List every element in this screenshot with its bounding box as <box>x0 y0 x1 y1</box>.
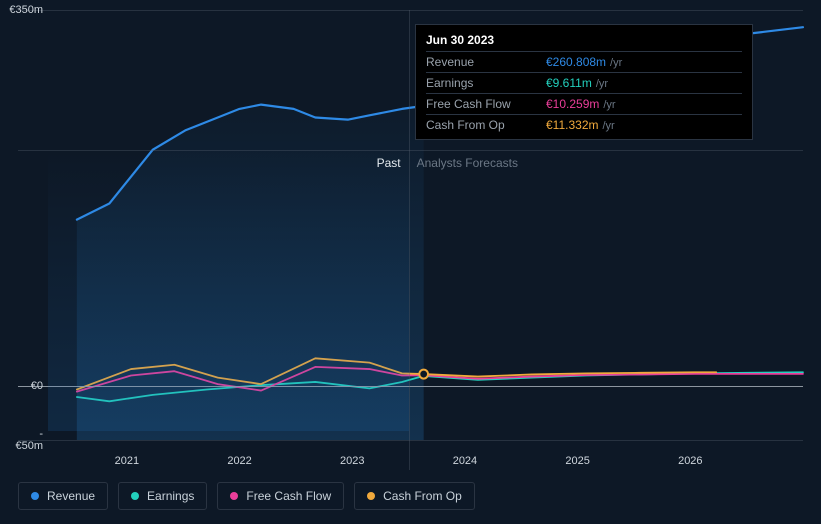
tooltip-value: €260.808m <box>546 55 606 69</box>
x-axis-label: 2025 <box>565 455 589 467</box>
tooltip-row: Earnings€9.611m/yr <box>426 72 742 93</box>
legend: Revenue Earnings Free Cash Flow Cash From O… <box>18 482 475 510</box>
legend-dot-icon <box>367 492 375 500</box>
tooltip-row: Free Cash Flow€10.259m/yr <box>426 93 742 114</box>
tooltip-key: Free Cash Flow <box>426 97 546 111</box>
x-axis-label: 2024 <box>453 455 477 467</box>
tooltip-row: Revenue€260.808m/yr <box>426 51 742 72</box>
forecast-label: Analysts Forecasts <box>417 156 518 170</box>
legend-item-revenue[interactable]: Revenue <box>18 482 108 510</box>
x-axis-label: 2022 <box>227 455 251 467</box>
y-axis-label: €350m <box>9 4 43 16</box>
legend-label: Cash From Op <box>383 489 462 503</box>
legend-label: Earnings <box>147 489 194 503</box>
legend-dot-icon <box>230 492 238 500</box>
zero-gridline <box>18 386 803 387</box>
legend-label: Revenue <box>47 489 95 503</box>
tooltip-unit: /yr <box>602 120 614 132</box>
legend-item-cash-from-op[interactable]: Cash From Op <box>354 482 475 510</box>
financial-forecast-chart: Jun 30 2023 Revenue€260.808m/yrEarnings€… <box>18 10 803 470</box>
marker-cfo <box>419 370 428 379</box>
legend-label: Free Cash Flow <box>246 489 331 503</box>
legend-item-earnings[interactable]: Earnings <box>118 482 207 510</box>
x-axis-label: 2026 <box>678 455 702 467</box>
legend-dot-icon <box>131 492 139 500</box>
tooltip-unit: /yr <box>603 99 615 111</box>
tooltip-date: Jun 30 2023 <box>426 33 742 51</box>
y-axis-label: €0 <box>31 380 43 392</box>
tooltip-value: €11.332m <box>546 118 598 132</box>
tooltip-key: Earnings <box>426 76 546 90</box>
x-axis-label: 2021 <box>115 455 139 467</box>
y-axis-label: -€50m <box>15 428 43 452</box>
tooltip-unit: /yr <box>596 78 608 90</box>
header-band-line <box>18 150 803 151</box>
legend-dot-icon <box>31 492 39 500</box>
x-axis-label: 2023 <box>340 455 364 467</box>
tooltip-key: Revenue <box>426 55 546 69</box>
hover-tooltip: Jun 30 2023 Revenue€260.808m/yrEarnings€… <box>415 24 753 140</box>
tooltip-key: Cash From Op <box>426 118 546 132</box>
past-forecast-divider <box>409 10 410 470</box>
y-gridline <box>18 10 803 11</box>
legend-item-free-cash-flow[interactable]: Free Cash Flow <box>217 482 344 510</box>
y-gridline <box>18 440 803 441</box>
past-label: Past <box>18 156 401 170</box>
tooltip-value: €10.259m <box>546 97 599 111</box>
tooltip-value: €9.611m <box>546 76 592 90</box>
tooltip-row: Cash From Op€11.332m/yr <box>426 114 742 135</box>
tooltip-unit: /yr <box>610 57 622 69</box>
